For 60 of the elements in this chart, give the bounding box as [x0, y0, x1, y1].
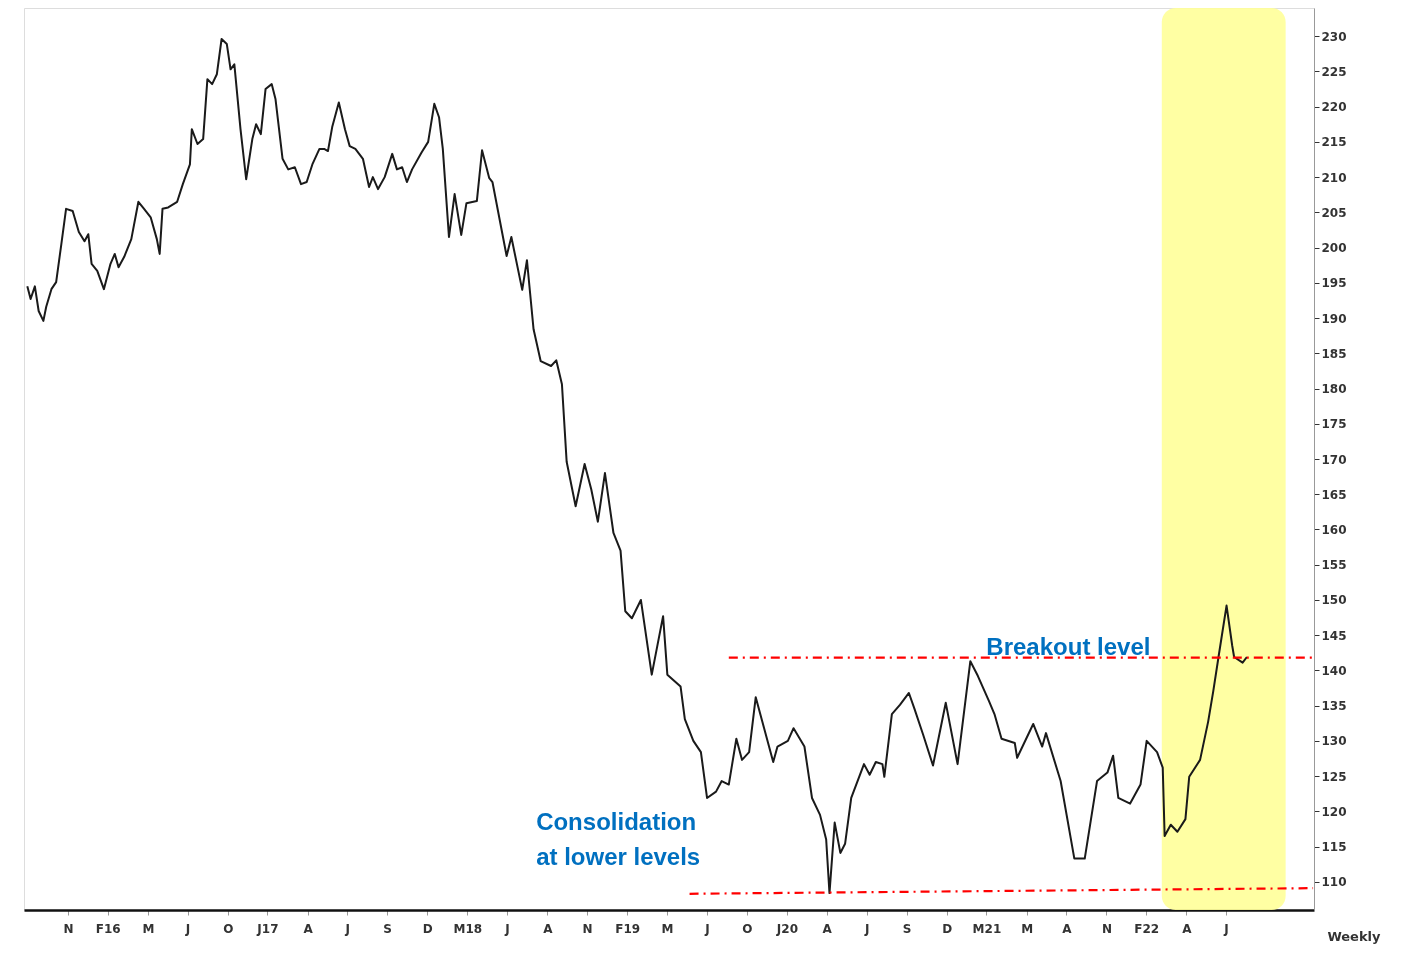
x-tick-label: O	[742, 921, 753, 936]
y-tick-label: 140	[1321, 663, 1347, 678]
x-tick-label: J	[864, 921, 870, 936]
y-tick-label: 185	[1321, 346, 1347, 361]
x-tick-label: N	[1101, 921, 1113, 936]
x-tick-label: N	[63, 921, 74, 936]
x-tick-label: M	[1021, 921, 1034, 936]
x-tick-label: J	[184, 921, 191, 936]
x-tick-label: M21	[972, 921, 1002, 936]
x-tick-label: J	[344, 921, 351, 936]
x-tick-label: N	[582, 921, 593, 936]
x-tick-label: M	[142, 921, 155, 936]
y-tick-label: 190	[1321, 311, 1347, 326]
x-tick-label: S	[383, 921, 392, 936]
y-tick-label: 115	[1321, 840, 1347, 855]
y-tick-label: 150	[1321, 593, 1347, 608]
annotation: Breakout level	[986, 633, 1151, 661]
x-tick-label: O	[223, 921, 234, 936]
x-tick-label: D	[422, 921, 433, 936]
y-tick-label: 145	[1321, 628, 1347, 643]
x-tick-label: J17	[256, 921, 279, 936]
x-tick-label: A	[543, 921, 554, 936]
annotation: at lower levels	[536, 842, 701, 870]
y-tick-label: 215	[1321, 135, 1347, 150]
y-tick-label: 205	[1321, 205, 1347, 220]
x-tick-label: S	[902, 921, 912, 936]
x-tick-label: J	[704, 921, 710, 936]
x-tick-label: A	[1182, 921, 1193, 936]
y-tick-label: 210	[1321, 170, 1347, 185]
line-series	[26, 38, 1248, 895]
x-tick-label: J	[1223, 921, 1229, 936]
y-tick-label: 160	[1321, 522, 1347, 537]
y-tick-label: 225	[1321, 64, 1347, 79]
annotation: Consolidation	[536, 808, 697, 836]
x-tick-label: F16	[95, 921, 121, 936]
x-tick-label: D	[942, 921, 953, 936]
y-tick-label: 200	[1321, 241, 1347, 256]
x-tick-label: F22	[1134, 921, 1160, 936]
y-tick-label: 170	[1321, 452, 1347, 467]
x-tick-label: A	[822, 921, 833, 936]
x-tick-label: M18	[453, 921, 483, 936]
y-tick-label: 110	[1321, 875, 1347, 890]
x-tick-label: A	[303, 921, 314, 936]
x-tick-label: F19	[615, 921, 641, 936]
x-axis-title: Weekly	[1327, 928, 1382, 944]
y-tick-label: 195	[1321, 276, 1347, 291]
y-tick-label: 130	[1321, 734, 1347, 749]
y-tick-label: 155	[1321, 558, 1347, 573]
y-tick-label: 220	[1321, 100, 1347, 115]
y-tick-label: 125	[1321, 769, 1347, 784]
y-tick-label: 230	[1321, 29, 1347, 44]
x-tick-label: M	[661, 921, 674, 936]
y-tick-label: 175	[1321, 417, 1347, 432]
y-tick-label: 135	[1321, 699, 1347, 714]
y-tick-label: 165	[1321, 487, 1347, 502]
y-tick-label: 120	[1321, 804, 1347, 819]
y-tick-label: 180	[1321, 382, 1347, 397]
x-tick-label: J20	[775, 921, 799, 936]
x-tick-label: J	[504, 921, 510, 936]
x-tick-label: A	[1062, 921, 1073, 936]
